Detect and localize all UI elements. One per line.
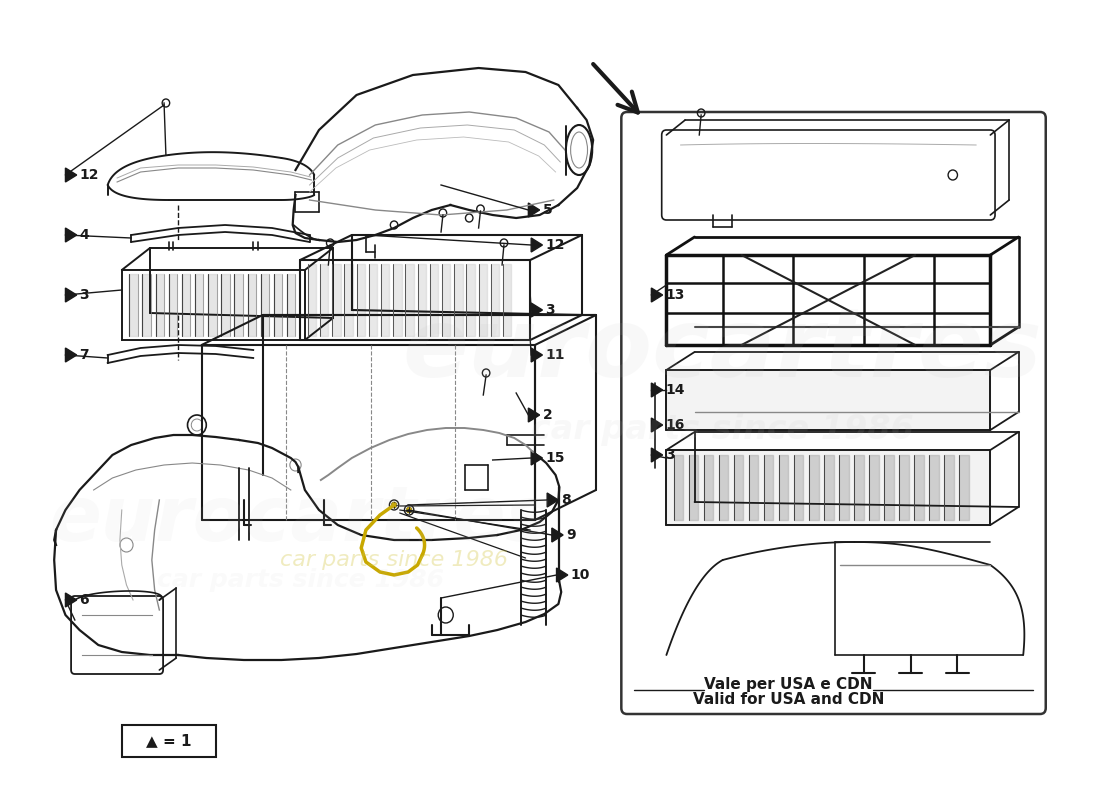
Polygon shape	[651, 383, 662, 397]
Text: 11: 11	[546, 348, 564, 362]
Polygon shape	[869, 455, 879, 520]
Polygon shape	[719, 455, 728, 520]
Text: 8: 8	[561, 493, 571, 507]
Polygon shape	[368, 264, 377, 336]
Polygon shape	[130, 274, 138, 336]
Polygon shape	[764, 455, 773, 520]
Polygon shape	[261, 274, 270, 336]
Polygon shape	[794, 455, 803, 520]
Polygon shape	[65, 348, 77, 362]
Polygon shape	[689, 455, 698, 520]
Polygon shape	[855, 455, 864, 520]
Polygon shape	[810, 455, 818, 520]
Polygon shape	[195, 274, 204, 336]
Text: 14: 14	[666, 383, 685, 397]
Polygon shape	[884, 455, 893, 520]
Text: 12: 12	[546, 238, 564, 252]
Polygon shape	[274, 274, 283, 336]
Text: 5: 5	[542, 203, 552, 217]
Text: 12: 12	[79, 168, 99, 182]
Text: 4: 4	[79, 228, 89, 242]
Polygon shape	[651, 418, 662, 432]
Polygon shape	[779, 455, 789, 520]
Polygon shape	[734, 455, 744, 520]
Polygon shape	[466, 264, 475, 336]
Text: 2: 2	[542, 408, 552, 422]
Text: eurocartres: eurocartres	[403, 303, 1043, 397]
Circle shape	[406, 507, 411, 513]
Polygon shape	[667, 370, 990, 430]
Text: ▲ = 1: ▲ = 1	[146, 734, 191, 749]
Polygon shape	[208, 274, 217, 336]
Text: 15: 15	[546, 451, 564, 465]
Polygon shape	[944, 455, 954, 520]
Text: car parts since 1986: car parts since 1986	[280, 550, 508, 570]
Polygon shape	[221, 274, 230, 336]
Polygon shape	[182, 274, 190, 336]
Polygon shape	[674, 455, 683, 520]
Polygon shape	[454, 264, 463, 336]
Polygon shape	[442, 264, 450, 336]
Polygon shape	[248, 274, 256, 336]
Polygon shape	[65, 593, 77, 607]
Polygon shape	[531, 238, 542, 252]
Polygon shape	[65, 288, 77, 302]
Polygon shape	[320, 264, 329, 336]
Polygon shape	[930, 455, 938, 520]
Polygon shape	[651, 448, 662, 462]
Polygon shape	[393, 264, 402, 336]
Polygon shape	[839, 455, 848, 520]
Polygon shape	[491, 264, 499, 336]
Text: 7: 7	[79, 348, 89, 362]
Polygon shape	[142, 274, 151, 336]
Polygon shape	[959, 455, 969, 520]
Polygon shape	[65, 168, 77, 182]
Polygon shape	[65, 228, 77, 242]
Text: Vale per USA e CDN: Vale per USA e CDN	[704, 678, 872, 693]
Polygon shape	[234, 274, 243, 336]
Text: eurocartres: eurocartres	[50, 483, 551, 557]
Polygon shape	[430, 264, 438, 336]
Polygon shape	[531, 303, 542, 317]
Polygon shape	[824, 455, 834, 520]
Text: car parts since 1986: car parts since 1986	[531, 414, 914, 446]
Text: 6: 6	[79, 593, 89, 607]
Polygon shape	[287, 274, 296, 336]
Polygon shape	[478, 264, 487, 336]
Text: Valid for USA and CDN: Valid for USA and CDN	[693, 693, 884, 707]
Text: 3: 3	[79, 288, 89, 302]
Text: 10: 10	[571, 568, 590, 582]
Polygon shape	[528, 203, 540, 217]
Text: 16: 16	[666, 418, 685, 432]
Polygon shape	[749, 455, 758, 520]
Polygon shape	[704, 455, 713, 520]
Polygon shape	[344, 264, 353, 336]
Text: 3: 3	[546, 303, 554, 317]
Text: 3: 3	[666, 448, 675, 462]
Polygon shape	[552, 528, 563, 542]
Polygon shape	[531, 451, 542, 465]
Polygon shape	[381, 264, 389, 336]
Polygon shape	[557, 568, 568, 582]
Text: 9: 9	[565, 528, 575, 542]
Polygon shape	[914, 455, 924, 520]
Polygon shape	[155, 274, 164, 336]
Polygon shape	[531, 348, 542, 362]
Circle shape	[392, 502, 397, 508]
Polygon shape	[528, 408, 540, 422]
Polygon shape	[168, 274, 177, 336]
Text: 13: 13	[666, 288, 685, 302]
Polygon shape	[503, 264, 512, 336]
Polygon shape	[547, 493, 559, 507]
Polygon shape	[667, 450, 990, 525]
Polygon shape	[418, 264, 426, 336]
Polygon shape	[651, 288, 662, 302]
Polygon shape	[900, 455, 909, 520]
Polygon shape	[308, 264, 316, 336]
Text: car parts since 1986: car parts since 1986	[156, 568, 443, 592]
Polygon shape	[332, 264, 341, 336]
Polygon shape	[356, 264, 365, 336]
Polygon shape	[406, 264, 414, 336]
